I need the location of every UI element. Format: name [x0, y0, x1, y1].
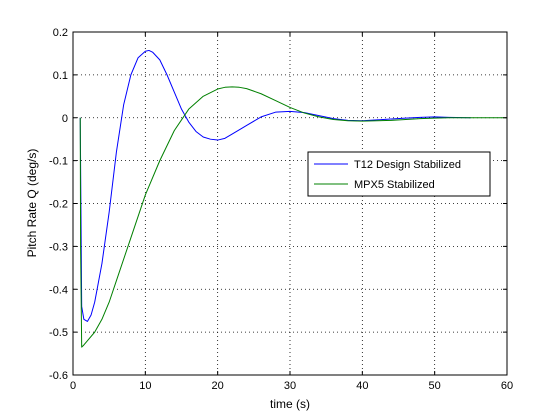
- legend: T12 Design Stabilized MPX5 Stabilized: [307, 151, 491, 197]
- legend-label-t12: T12 Design Stabilized: [354, 159, 461, 171]
- x-tick-label: 50: [429, 380, 441, 392]
- y-tick-label: 0.1: [53, 70, 68, 82]
- x-tick-label: 0: [70, 380, 76, 392]
- series-line-mpx5: [79, 86, 507, 348]
- y-tick-label: -0.4: [49, 284, 68, 296]
- y-tick-label: -0.6: [49, 370, 68, 382]
- x-tick-label: 20: [212, 380, 224, 392]
- x-tick-label: 60: [501, 380, 513, 392]
- legend-label-mpx5: MPX5 Stabilized: [354, 179, 435, 191]
- x-tick-label: 40: [356, 380, 368, 392]
- y-tick-label: 0: [62, 113, 68, 125]
- data-series: [79, 49, 507, 348]
- y-tick-label: -0.2: [49, 199, 68, 211]
- x-tick-label: 30: [284, 380, 296, 392]
- y-tick-label: -0.3: [49, 241, 68, 253]
- y-axis-label: Pitch Rate Q (deg/s): [25, 149, 39, 258]
- x-tick-label: 10: [139, 380, 151, 392]
- y-tick-label: 0.2: [53, 27, 68, 39]
- legend-box: [307, 151, 491, 197]
- axis-ticks: 0 10 20 30 40 50 60 -0.6 -0.5 -0.4 -0.3 -0.2 -0.1 0 0.…: [49, 27, 513, 392]
- grid-lines: [73, 32, 507, 375]
- y-tick-label: -0.5: [49, 327, 68, 339]
- series-line-t12: [79, 49, 471, 322]
- y-tick-label: -0.1: [49, 156, 68, 168]
- x-axis-label: time (s): [270, 397, 310, 411]
